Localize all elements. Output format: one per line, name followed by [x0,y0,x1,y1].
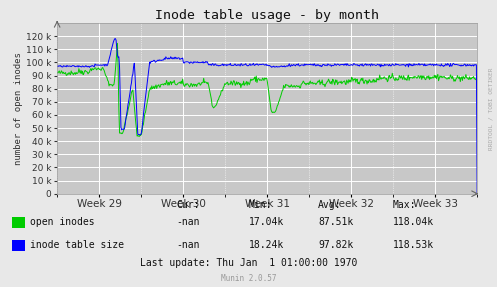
Text: Munin 2.0.57: Munin 2.0.57 [221,274,276,283]
Text: -nan: -nan [176,218,200,227]
Text: 118.53k: 118.53k [393,241,434,250]
Text: 18.24k: 18.24k [248,241,284,250]
Text: Last update: Thu Jan  1 01:00:00 1970: Last update: Thu Jan 1 01:00:00 1970 [140,259,357,268]
Text: 97.82k: 97.82k [318,241,353,250]
Text: RRDTOOL / TOBI OETIKER: RRDTOOL / TOBI OETIKER [489,68,494,150]
Text: inode table size: inode table size [30,241,124,250]
Title: Inode table usage - by month: Inode table usage - by month [155,9,379,22]
Text: Cur:: Cur: [176,200,200,210]
Text: -nan: -nan [176,241,200,250]
Text: 87.51k: 87.51k [318,218,353,227]
Text: Avg:: Avg: [318,200,341,210]
Text: 17.04k: 17.04k [248,218,284,227]
Text: Max:: Max: [393,200,416,210]
Text: Min:: Min: [248,200,272,210]
Y-axis label: number of open inodes: number of open inodes [14,52,23,165]
Text: 118.04k: 118.04k [393,218,434,227]
Text: open inodes: open inodes [30,218,94,227]
